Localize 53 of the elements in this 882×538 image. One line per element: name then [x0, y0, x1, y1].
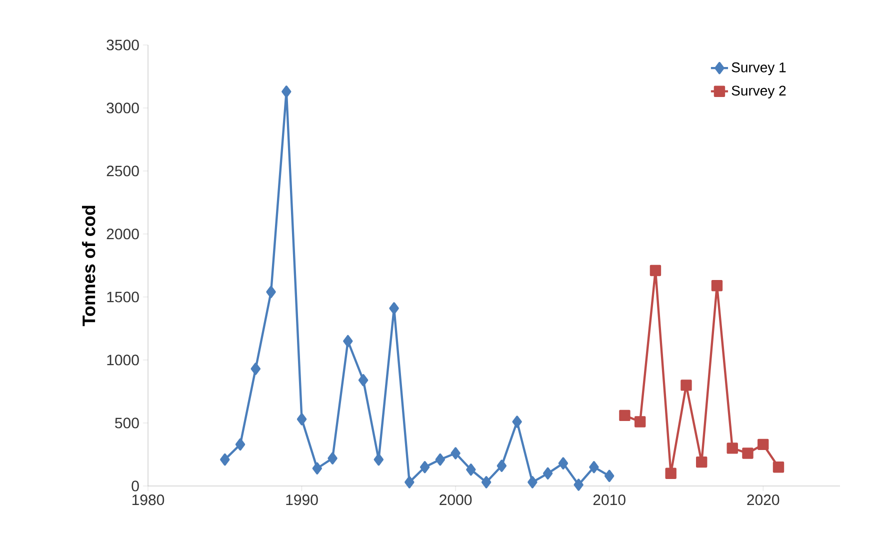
legend-label: Survey 2 — [732, 86, 786, 98]
x-tick-label: 1980 — [132, 494, 164, 506]
point — [374, 453, 384, 466]
point — [235, 438, 246, 451]
y-tick-label: 3500 — [106, 40, 139, 50]
point — [574, 478, 584, 491]
y-tick-label: 2000 — [106, 228, 139, 240]
point — [450, 447, 460, 460]
y-tick-label: 2500 — [106, 166, 139, 176]
y-tick-label: 0 — [132, 480, 139, 492]
point — [742, 448, 754, 459]
y-tick-label: 1500 — [107, 292, 139, 302]
point — [758, 438, 769, 450]
y-tick-label: 1000 — [107, 354, 139, 366]
point — [282, 86, 292, 98]
point — [542, 467, 553, 480]
point — [496, 460, 507, 472]
point — [711, 280, 723, 292]
point — [420, 461, 430, 474]
point — [604, 470, 614, 482]
x-tick-label: 1990 — [286, 494, 318, 506]
point — [528, 476, 538, 488]
point — [358, 374, 368, 386]
point — [634, 416, 646, 428]
point — [558, 457, 568, 470]
point — [312, 462, 322, 474]
point — [772, 462, 784, 473]
point — [466, 464, 476, 476]
point — [680, 380, 692, 391]
point — [296, 413, 307, 426]
point — [404, 476, 414, 488]
y-axis-title: Tonnes of cod — [82, 206, 96, 326]
point — [343, 335, 353, 348]
point — [589, 461, 599, 474]
point — [696, 456, 708, 468]
y-tick-label: 500 — [115, 418, 139, 428]
point — [435, 453, 446, 466]
point — [220, 453, 230, 466]
point — [389, 302, 399, 314]
point — [650, 264, 662, 276]
x-tick-label: 2020 — [747, 494, 780, 506]
point — [481, 476, 492, 488]
point — [619, 410, 630, 422]
x-tick-label: 2000 — [440, 494, 472, 506]
point — [250, 362, 260, 375]
point — [266, 286, 276, 298]
legend-label: Survey 1 — [732, 62, 786, 76]
point — [665, 468, 676, 479]
y-tick-label: 3000 — [106, 102, 139, 114]
point — [726, 442, 738, 454]
point — [512, 416, 522, 428]
point — [328, 452, 338, 464]
x-tick-label: 2010 — [593, 494, 626, 506]
